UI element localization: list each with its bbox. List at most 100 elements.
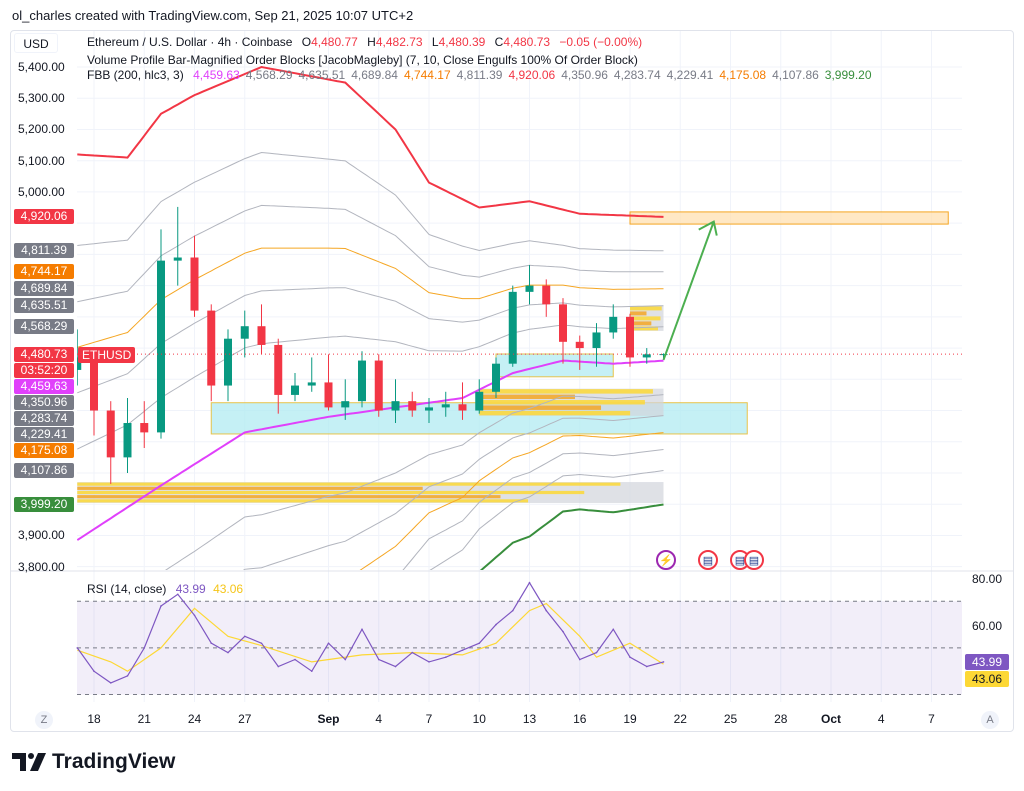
time-axis-tick: 19 xyxy=(623,712,637,726)
fbb-value: 4,175.08 xyxy=(719,68,767,82)
rsi-point xyxy=(377,658,380,661)
fbb-indicator-legend[interactable]: FBB (200, hlc3, 3) 4,459.63 4,568.29 4,635… xyxy=(87,68,884,82)
time-axis-tick: 4 xyxy=(877,712,885,726)
price-tag: 4,480.73 xyxy=(14,346,74,362)
price-tag: 4,689.84 xyxy=(14,281,74,297)
fbb-value: 4,283.74 xyxy=(613,68,661,82)
rsi-tick-80: 80.00 xyxy=(972,572,1003,586)
rsi-ma-value: 43.06 xyxy=(213,582,244,596)
volume-profile-bar xyxy=(479,400,645,405)
rsi-point xyxy=(612,628,615,631)
time-axis-tick: Oct xyxy=(820,712,842,726)
fbb-lower-line xyxy=(479,503,664,570)
rsi-point xyxy=(478,642,481,645)
candle-body xyxy=(140,423,149,433)
rsi-point xyxy=(629,656,631,659)
rsi-point xyxy=(645,665,648,668)
fbb-value: 4,107.86 xyxy=(772,68,819,82)
volume-profile-bar xyxy=(77,495,501,499)
candle-body xyxy=(508,291,517,364)
us-flag-event-icon[interactable]: ▤ xyxy=(744,550,764,570)
candle-body xyxy=(207,310,216,386)
fbb-upper-line xyxy=(77,247,664,348)
symbol-price-tag: ETHUSD xyxy=(78,347,136,363)
projection-arrow-head-icon xyxy=(698,220,718,236)
candle-body xyxy=(358,360,366,402)
symbol-legend: Ethereum / U.S. Dollar · 4h · Coinbase O… xyxy=(87,35,648,49)
rsi-ma-line xyxy=(77,602,664,672)
time-axis-tick: 21 xyxy=(137,712,151,726)
candle-body xyxy=(391,401,400,411)
time-axis-tick: 7 xyxy=(928,712,935,726)
zoom-reset-button[interactable]: Z xyxy=(35,711,53,729)
price-tag: 4,283.74 xyxy=(14,410,74,426)
rsi-point xyxy=(210,642,213,645)
rsi-point xyxy=(528,581,531,584)
rsi-point xyxy=(595,651,598,654)
candle-body xyxy=(592,332,601,349)
rsi-point xyxy=(193,614,196,617)
volume-profile-bar xyxy=(479,410,631,416)
lightning-event-icon[interactable]: ⚡ xyxy=(656,550,676,570)
chart-credit: ol_charles created with TradingView.com,… xyxy=(12,8,414,23)
price-axis-tick: 5,300.00 xyxy=(18,91,65,106)
projection-arrow-line xyxy=(662,221,715,361)
price-tag: 03:52:20 xyxy=(14,362,74,378)
us-flag-event-icon[interactable]: ▤ xyxy=(698,550,718,570)
candle-body xyxy=(274,344,283,395)
candle-body xyxy=(324,382,333,408)
vp-indicator-legend[interactable]: Volume Profile Bar-Magnified Order Block… xyxy=(87,53,638,67)
rsi-point xyxy=(428,661,430,663)
rsi-value: 43.99 xyxy=(175,582,206,596)
price-axis-tick: 3,900.00 xyxy=(18,528,65,543)
rsi-point xyxy=(277,665,280,668)
zone-target xyxy=(629,211,949,225)
candle-body xyxy=(408,401,417,411)
candle-body xyxy=(642,354,651,358)
rsi-legend[interactable]: RSI (14, close) 43.99 43.06 xyxy=(87,582,249,596)
volume-profile-bar xyxy=(77,499,529,503)
candle-body xyxy=(90,357,98,411)
fbb-lower-line xyxy=(402,449,664,570)
time-axis-tick: 22 xyxy=(673,712,687,726)
tradingview-logo[interactable]: TradingView xyxy=(12,750,175,774)
fbb-value: 4,811.39 xyxy=(456,68,503,82)
high-label: H xyxy=(367,35,376,49)
time-axis-tick: 4 xyxy=(375,712,383,726)
change-value: −0.05 (−0.00%) xyxy=(559,35,643,49)
rsi-point xyxy=(394,665,397,668)
fbb-lower-line xyxy=(359,432,664,570)
candle-body xyxy=(257,326,266,345)
volume-profile-bar xyxy=(77,482,621,486)
price-axis-tick: 3,800.00 xyxy=(18,559,65,574)
price-tag: 4,811.39 xyxy=(14,243,74,259)
fbb-value: 4,229.41 xyxy=(666,68,714,82)
rsi-point xyxy=(243,635,246,638)
rsi-point xyxy=(461,649,464,652)
chart-frame xyxy=(10,30,1014,732)
auto-scale-button[interactable]: A xyxy=(981,711,999,729)
candle-body xyxy=(307,382,316,386)
candle-body xyxy=(559,304,567,342)
candle-body xyxy=(542,285,551,305)
time-axis-tick: 10 xyxy=(472,712,486,726)
brand-name: TradingView xyxy=(52,750,176,773)
time-axis-tick: 18 xyxy=(87,712,101,726)
candle-body xyxy=(240,326,249,339)
close-value: 4,480.73 xyxy=(503,35,551,49)
candle-body xyxy=(525,285,534,292)
fbb-value: 4,920.06 xyxy=(508,68,556,82)
candle-body xyxy=(173,257,182,261)
volume-profile-bar xyxy=(630,326,658,331)
rsi-point xyxy=(109,682,112,684)
price-tag: 4,568.29 xyxy=(14,319,74,335)
candle-body xyxy=(374,360,383,411)
volume-profile-bar xyxy=(630,316,661,321)
currency-selector[interactable]: USD xyxy=(14,33,58,53)
candle-body xyxy=(492,363,500,392)
rsi-line xyxy=(76,581,664,684)
candle-body xyxy=(157,260,165,433)
tradingview-logo-icon xyxy=(12,753,46,771)
candle-body xyxy=(458,404,467,411)
